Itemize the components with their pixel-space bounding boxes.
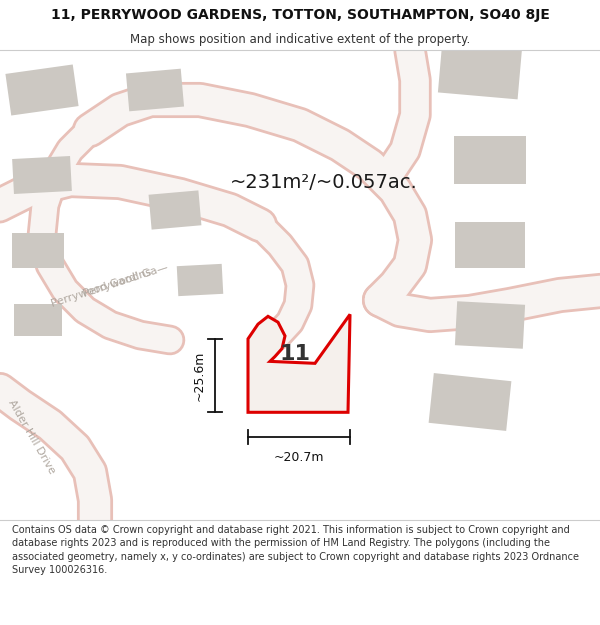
Polygon shape: [428, 373, 511, 431]
Polygon shape: [12, 156, 72, 194]
Polygon shape: [248, 314, 350, 412]
Polygon shape: [455, 222, 525, 268]
Polygon shape: [454, 136, 526, 184]
Polygon shape: [177, 264, 223, 296]
Text: Map shows position and indicative extent of the property.: Map shows position and indicative extent…: [130, 32, 470, 46]
Text: Perrywood Ga—: Perrywood Ga—: [82, 262, 169, 299]
Polygon shape: [438, 41, 522, 99]
Text: ~20.7m: ~20.7m: [274, 451, 324, 464]
Text: 11: 11: [280, 344, 311, 364]
Text: 11, PERRYWOOD GARDENS, TOTTON, SOUTHAMPTON, SO40 8JE: 11, PERRYWOOD GARDENS, TOTTON, SOUTHAMPT…: [50, 8, 550, 22]
Polygon shape: [149, 191, 202, 229]
Polygon shape: [12, 232, 64, 268]
Text: Contains OS data © Crown copyright and database right 2021. This information is : Contains OS data © Crown copyright and d…: [12, 525, 579, 575]
Polygon shape: [126, 69, 184, 111]
Text: Alder Hill Drive: Alder Hill Drive: [7, 398, 57, 476]
Polygon shape: [14, 304, 62, 336]
Polygon shape: [455, 301, 525, 349]
Polygon shape: [5, 64, 79, 116]
Text: Perrywood Gard'ns: Perrywood Gard'ns: [50, 267, 153, 309]
Text: ~231m²/~0.057ac.: ~231m²/~0.057ac.: [230, 173, 418, 192]
Text: ~25.6m: ~25.6m: [193, 351, 205, 401]
